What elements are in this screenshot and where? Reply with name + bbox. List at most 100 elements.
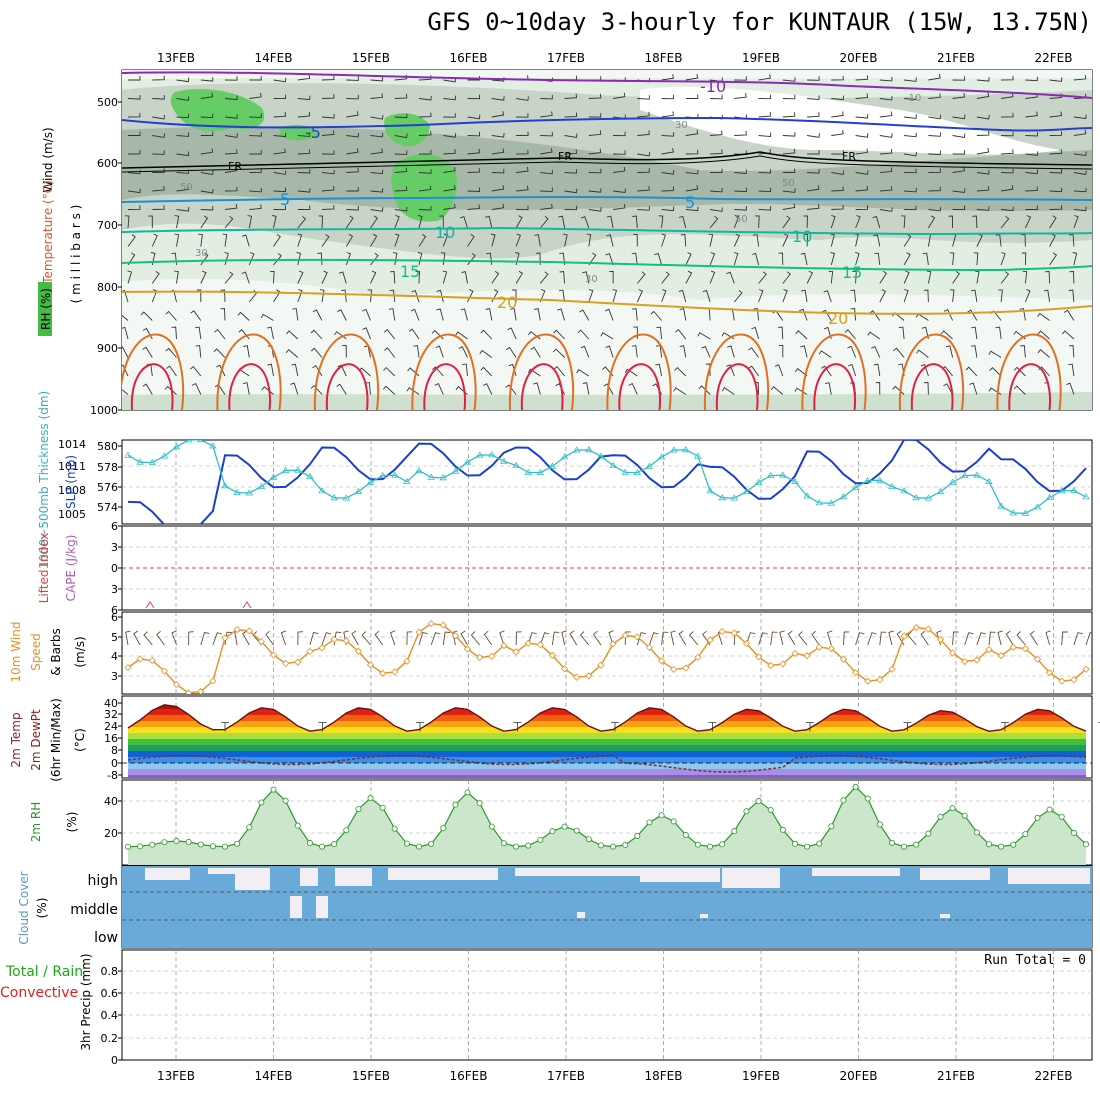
- wind10-point: [621, 631, 629, 639]
- wind10-barb: [952, 631, 959, 646]
- thickness-point: [124, 451, 132, 458]
- isotherm-15: [122, 258, 1092, 272]
- rh2m-point: [452, 801, 459, 808]
- temp-minmax-mark: [1001, 722, 1009, 732]
- date-bottom-17FEB: 17FEB: [547, 1069, 585, 1083]
- wind10-point: [839, 655, 848, 663]
- thickness-point: [633, 468, 642, 476]
- thickness-point: [306, 472, 314, 479]
- rh2m-point: [985, 841, 992, 848]
- thickness-point: [1045, 493, 1054, 500]
- thickness-point: [512, 461, 520, 468]
- thickness-point: [912, 494, 920, 501]
- thickness-point: [694, 452, 702, 459]
- wind10-point: [451, 632, 459, 640]
- temp-minmax-mark: [318, 722, 327, 732]
- thickness-point: [960, 471, 969, 478]
- wind10-barb: [758, 632, 768, 646]
- rh2m-point: [1034, 814, 1041, 821]
- cloud-gap-0: [145, 868, 190, 880]
- wind10-barb: [242, 630, 250, 646]
- thickness-point: [682, 446, 690, 453]
- ylabel-temp2m-b: 2m DewPt: [29, 709, 43, 771]
- thickness-point: [475, 451, 484, 458]
- ylabel-precip-b: Convective: [0, 985, 78, 1001]
- cloud-gap-3: [300, 868, 318, 886]
- wind10-barb: [1085, 632, 1092, 646]
- wind10-point: [1058, 677, 1066, 685]
- cloud-gap-7: [640, 868, 720, 882]
- date-bottom-16FEB: 16FEB: [450, 1069, 488, 1083]
- rh2m-point: [137, 843, 144, 850]
- wind10-barb: [688, 631, 699, 646]
- wind10-barb: [551, 631, 560, 646]
- label-20-a: 20: [497, 293, 517, 312]
- wind10-point: [900, 632, 908, 640]
- wind10-point: [1009, 643, 1017, 651]
- date-top-21FEB: 21FEB: [937, 51, 975, 65]
- wind10-barb: [579, 631, 590, 646]
- wind10-barb: [297, 631, 304, 646]
- thickness-point: [585, 446, 593, 453]
- freezing-level-b: [122, 155, 1092, 173]
- run-total: Run Total = 0: [984, 953, 1086, 968]
- ylabel-temp2m-d: (°C): [73, 728, 87, 752]
- wind10-point: [209, 677, 217, 685]
- wind10-barb: [843, 631, 850, 646]
- wind10-point: [548, 651, 556, 659]
- tick-upper-4: 900: [97, 342, 118, 355]
- rh2m-point: [852, 783, 859, 790]
- temp-band-5: [128, 733, 1086, 739]
- label-rh50-b: 50: [782, 178, 795, 189]
- wind10-point: [912, 623, 920, 632]
- temp-band-10: [128, 763, 1086, 769]
- ylabel-precip-c: 3hr Precip (mm): [79, 953, 93, 1050]
- rh2m-point: [937, 813, 944, 820]
- temp-band-7: [128, 745, 1086, 751]
- thickness-point: [184, 440, 193, 443]
- rh2m-point: [925, 830, 932, 837]
- thickness-point: [294, 466, 302, 473]
- rh2m-point: [949, 805, 956, 812]
- wind10-barb: [1005, 630, 1014, 646]
- cloud-gap-13: [316, 896, 328, 918]
- wind10-barb: [976, 632, 986, 646]
- label-rh30-b: 30: [195, 248, 208, 259]
- thickness-point: [851, 483, 860, 490]
- thickness-point: [827, 499, 836, 506]
- thickness-point: [718, 494, 726, 501]
- thickness-series: [127, 440, 1087, 514]
- tick-thk-left-3: 574: [97, 501, 118, 514]
- rh2m-point: [573, 827, 580, 834]
- rh2m-point: [707, 843, 714, 850]
- thickness-point: [815, 499, 823, 506]
- tick-precip-0: 0.8: [101, 965, 119, 978]
- wind10-point: [997, 652, 1005, 660]
- rh2m-point: [597, 842, 604, 849]
- rh2m-point: [743, 808, 750, 815]
- wind10-point: [791, 649, 799, 658]
- label-5-b: 5: [685, 193, 695, 212]
- wind10-barb: [592, 630, 602, 646]
- tick-temp2m-1: 32: [104, 708, 118, 721]
- thickness-point: [209, 442, 217, 449]
- wind10-barb: [1045, 630, 1051, 646]
- rh2m-point: [234, 840, 241, 847]
- wind10-point: [148, 656, 156, 665]
- rh2m-point: [888, 839, 895, 846]
- thickness-point: [463, 458, 472, 465]
- temp-minmax-mark: [708, 722, 717, 732]
- rh2m-point: [610, 843, 617, 850]
- wind10-barb: [770, 631, 778, 646]
- wind10-barb: [156, 630, 165, 646]
- ylabel-slp: SLP (mb): [64, 455, 78, 509]
- thickness-point: [948, 478, 957, 485]
- date-bottom-14FEB: 14FEB: [255, 1069, 293, 1083]
- tick-temp2m-6: -8: [107, 769, 118, 782]
- tick-upper-1: 600: [97, 157, 118, 170]
- rh2m-point: [294, 822, 301, 829]
- wind10-barb: [1073, 632, 1083, 646]
- temp-band-11: [128, 769, 1086, 775]
- tick-upper-5: 1000: [90, 404, 118, 417]
